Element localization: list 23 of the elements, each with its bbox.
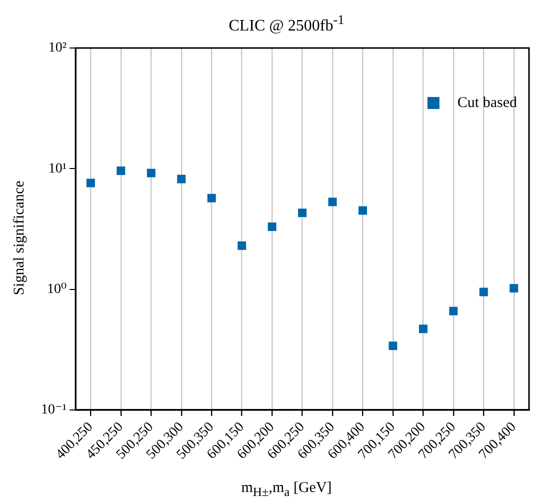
point bbox=[388, 342, 398, 350]
point bbox=[177, 174, 186, 184]
point bbox=[449, 306, 458, 316]
y-tick-label: 10⁰ bbox=[46, 282, 67, 297]
y-tick-label: 10² bbox=[48, 40, 67, 56]
point bbox=[479, 288, 488, 296]
y-axis-title: Signal significance bbox=[12, 180, 28, 296]
y-tick-label: 10⁻¹ bbox=[40, 402, 67, 418]
point bbox=[238, 241, 246, 250]
point bbox=[116, 166, 126, 176]
point bbox=[207, 194, 216, 202]
point bbox=[86, 178, 95, 188]
legend-label: Cut based bbox=[457, 94, 518, 111]
x-axis-title: m$_{H±}$,m$_{a}$ [GeV] bbox=[240, 480, 333, 500]
point bbox=[328, 198, 337, 206]
point bbox=[268, 222, 276, 231]
point bbox=[298, 208, 307, 218]
chart-title: CLIC @ 2500fb$^{-1}$ bbox=[228, 12, 346, 36]
point bbox=[510, 284, 518, 293]
point bbox=[418, 324, 428, 334]
y-tick-label: 10¹ bbox=[48, 161, 67, 176]
point bbox=[146, 168, 156, 178]
point bbox=[358, 206, 367, 215]
